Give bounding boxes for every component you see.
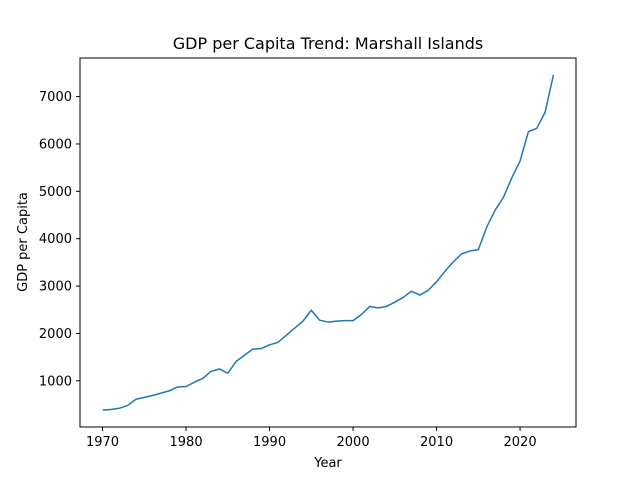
y-axis-label: GDP per Capita: [16, 192, 31, 292]
y-tick-label: 2000: [39, 327, 72, 342]
x-tick-label: 1980: [170, 435, 203, 450]
series-line: [102, 74, 555, 411]
y-axis-ticks: 1000 2000 3000 4000 5000 6000 7000: [39, 90, 80, 389]
y-tick-label: 3000: [39, 280, 72, 295]
x-axis-ticks: 1970 1980 1990 2000 2010 2020: [86, 427, 537, 450]
data-series: [102, 74, 555, 411]
x-tick-label: 2010: [420, 435, 453, 450]
x-axis-label: Year: [313, 456, 342, 471]
y-tick-label: 1000: [39, 374, 72, 389]
plot-area-frame: [79, 57, 577, 428]
y-tick-label: 5000: [39, 185, 72, 200]
y-tick-label: 6000: [39, 137, 72, 152]
x-tick-label: 1970: [86, 435, 119, 450]
y-tick-label: 7000: [39, 90, 72, 105]
x-tick-label: 2000: [337, 435, 370, 450]
x-tick-label: 2020: [504, 435, 537, 450]
chart-title: GDP per Capita Trend: Marshall Islands: [173, 34, 484, 53]
y-tick-label: 4000: [39, 232, 72, 247]
x-tick-label: 1990: [253, 435, 286, 450]
